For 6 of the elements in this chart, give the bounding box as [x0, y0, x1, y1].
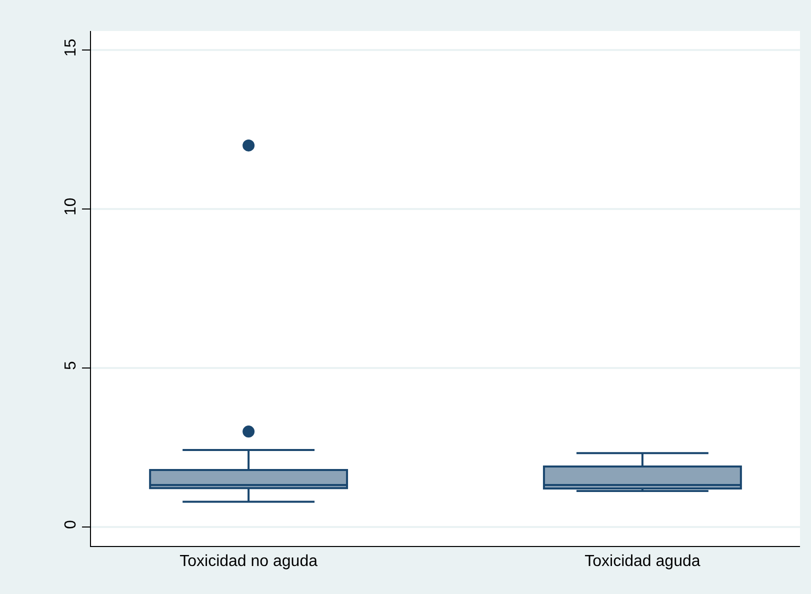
x-tick-label: Toxicidad aguda — [584, 553, 700, 570]
y-tick-label: 0 — [62, 520, 80, 529]
x-tick-label: Toxicidad no aguda — [180, 553, 318, 570]
y-tick-label: 5 — [62, 361, 80, 370]
y-tick-label: 10 — [62, 198, 80, 216]
y-tick-label: 15 — [62, 38, 80, 57]
